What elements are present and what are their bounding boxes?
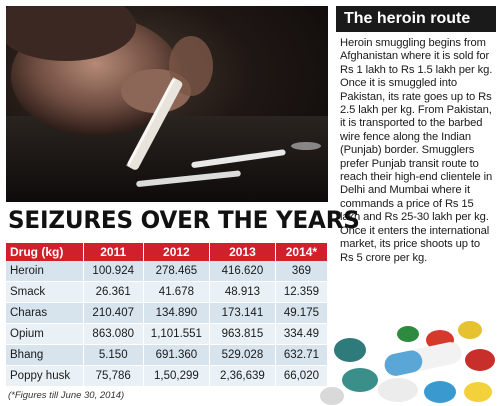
- table-row: Poppy husk 75,786 1,50,299 2,36,639 66,0…: [6, 365, 329, 387]
- headline: SEIZURES OVER THE YEARS: [8, 206, 360, 234]
- sidebar-heroin-route: The heroin route Heroin smuggling begins…: [336, 6, 496, 306]
- cell-2014: 632.71: [275, 344, 329, 366]
- table-row: Opium 863.080 1,101.551 963.815 334.49: [6, 323, 329, 345]
- col-header-2012: 2012: [143, 243, 211, 261]
- sidebar-body-text: Heroin smuggling begins from Afghanistan…: [340, 37, 493, 264]
- cell-2013: 173.141: [209, 302, 276, 324]
- table-row: Bhang 5.150 691.360 529.028 632.71: [6, 344, 329, 366]
- cell-drug: Poppy husk: [6, 365, 84, 387]
- cell-2013: 963.815: [209, 323, 276, 345]
- cell-2014: 12.359: [275, 281, 329, 303]
- cell-2013: 48.913: [209, 281, 276, 303]
- table-row: Smack 26.361 41.678 48.913 12.359: [6, 281, 329, 303]
- cell-2013: 2,36,639: [209, 365, 276, 387]
- cell-drug: Charas: [6, 302, 84, 324]
- cell-2012: 134.890: [143, 302, 211, 324]
- table-row: Charas 210.407 134.890 173.141 49.175: [6, 302, 329, 324]
- cell-2012: 691.360: [143, 344, 211, 366]
- cell-drug: Smack: [6, 281, 84, 303]
- cell-drug: Heroin: [6, 261, 84, 282]
- table-row: Heroin 100.924 278.465 416.620 369: [6, 261, 329, 282]
- cell-2014: 369: [275, 261, 329, 282]
- col-header-2013: 2013: [209, 243, 276, 261]
- table-header-row: Drug (kg) 2011 2012 2013 2014*: [6, 243, 329, 261]
- col-header-2011: 2011: [83, 243, 144, 261]
- cell-2012: 1,101.551: [143, 323, 211, 345]
- cell-2014: 66,020: [275, 365, 329, 387]
- pills-photo: [320, 300, 500, 406]
- cell-drug: Opium: [6, 323, 84, 345]
- cell-drug: Bhang: [6, 344, 84, 366]
- col-header-drug: Drug (kg): [6, 243, 84, 261]
- cell-2014: 49.175: [275, 302, 329, 324]
- seizures-table: Drug (kg) 2011 2012 2013 2014* Heroin 10…: [6, 243, 329, 387]
- cell-2012: 1,50,299: [143, 365, 211, 387]
- sidebar-title: The heroin route: [336, 6, 496, 32]
- cocaine-lines-photo: [6, 6, 328, 202]
- footnote: (*Figures till June 30, 2014): [8, 390, 125, 401]
- cell-2012: 278.465: [143, 261, 211, 282]
- cell-2014: 334.49: [275, 323, 329, 345]
- col-header-2014: 2014*: [275, 243, 329, 261]
- cell-2011: 863.080: [83, 323, 144, 345]
- cell-2011: 5.150: [83, 344, 144, 366]
- cell-2012: 41.678: [143, 281, 211, 303]
- cell-2013: 416.620: [209, 261, 276, 282]
- cell-2011: 100.924: [83, 261, 144, 282]
- cell-2013: 529.028: [209, 344, 276, 366]
- cell-2011: 75,786: [83, 365, 144, 387]
- cell-2011: 210.407: [83, 302, 144, 324]
- cell-2011: 26.361: [83, 281, 144, 303]
